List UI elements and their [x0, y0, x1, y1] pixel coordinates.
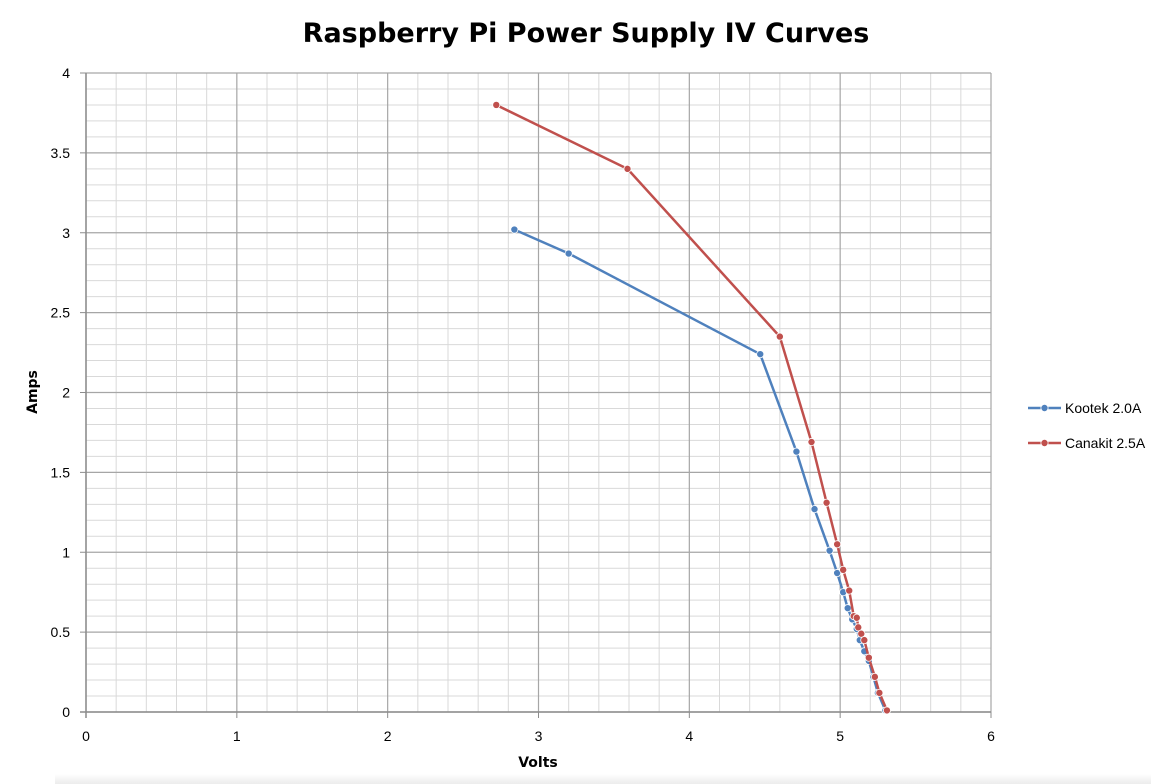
- data-point: [882, 706, 891, 715]
- data-point: [810, 505, 819, 514]
- data-point: [839, 565, 848, 574]
- y-tick-label: 2.5: [51, 305, 71, 321]
- data-point: [775, 332, 784, 341]
- legend-swatch-marker: [1040, 403, 1049, 412]
- y-tick-label: 3.5: [51, 145, 71, 161]
- y-tick-label: 1: [62, 544, 70, 560]
- data-point: [833, 569, 842, 578]
- data-point: [564, 249, 573, 258]
- x-tick-label: 4: [685, 728, 693, 744]
- x-axis-label: Volts: [518, 755, 558, 771]
- data-point: [864, 653, 873, 662]
- data-point: [623, 164, 632, 173]
- data-point: [843, 604, 852, 613]
- y-tick-label: 4: [62, 65, 70, 81]
- x-tick-label: 6: [987, 728, 995, 744]
- data-point: [833, 540, 842, 549]
- data-point: [860, 636, 869, 645]
- y-tick-label: 2: [62, 385, 70, 401]
- data-point: [870, 672, 879, 681]
- data-point: [492, 100, 501, 109]
- legend-entry-label: Canakit 2.5A: [1065, 435, 1146, 451]
- x-tick-label: 0: [82, 728, 90, 744]
- data-point: [857, 629, 866, 638]
- legend: Kootek 2.0A Canakit 2.5A: [1028, 400, 1146, 451]
- data-point: [852, 613, 861, 622]
- series-kootek: [510, 225, 890, 715]
- x-tick-label: 2: [384, 728, 392, 744]
- data-point: [854, 623, 863, 632]
- data-point: [845, 586, 854, 595]
- series-canakit: [492, 100, 891, 715]
- y-tick-label: 0: [62, 704, 70, 720]
- tick-labels: 0 1 2 3 4 5 6 0 0.5 1 1.5 2 2.5 3 3.5 4: [51, 65, 996, 744]
- legend-swatch-marker: [1040, 438, 1049, 447]
- data-point: [792, 447, 801, 456]
- data-point: [807, 438, 816, 447]
- chart-title: Raspberry Pi Power Supply IV Curves: [303, 18, 870, 49]
- x-tick-label: 5: [836, 728, 844, 744]
- series-line: [495, 103, 889, 711]
- series-line: [513, 228, 887, 711]
- y-tick-label: 3: [62, 225, 70, 241]
- y-tick-label: 0.5: [51, 624, 71, 640]
- data-point: [756, 350, 765, 359]
- data-point: [825, 546, 834, 555]
- grid: [80, 72, 992, 718]
- data-point: [822, 498, 831, 507]
- x-tick-label: 1: [233, 728, 241, 744]
- legend-entry-label: Kootek 2.0A: [1065, 400, 1142, 416]
- data-point: [875, 688, 884, 697]
- y-axis-label: Amps: [25, 370, 41, 414]
- bottom-shadow: [55, 774, 1151, 784]
- series-layer: [492, 100, 891, 715]
- x-tick-label: 3: [535, 728, 543, 744]
- data-point: [510, 225, 519, 234]
- y-tick-label: 1.5: [51, 464, 71, 480]
